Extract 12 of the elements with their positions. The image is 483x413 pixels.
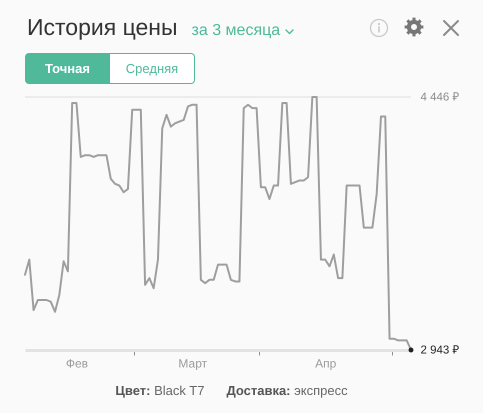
x-tick-label: Фев [66,356,88,370]
chart-title: История цены [27,14,178,41]
chart-subtitle: за 3 месяца [192,22,280,40]
line-series [24,96,412,351]
text: Доставка: экспресс [226,383,348,398]
x-tick-label: Апр [315,356,337,370]
y-tick-label: 2 943 ₽ [420,344,460,356]
y-tick-label: 4 446 ₽ [420,92,460,104]
text: Цвет: Black T7 [115,383,204,398]
toggle-button[interactable]: Средняя [110,53,195,84]
x-tick-label: Март [178,356,208,370]
toggle-button[interactable]: Точная [25,53,110,84]
